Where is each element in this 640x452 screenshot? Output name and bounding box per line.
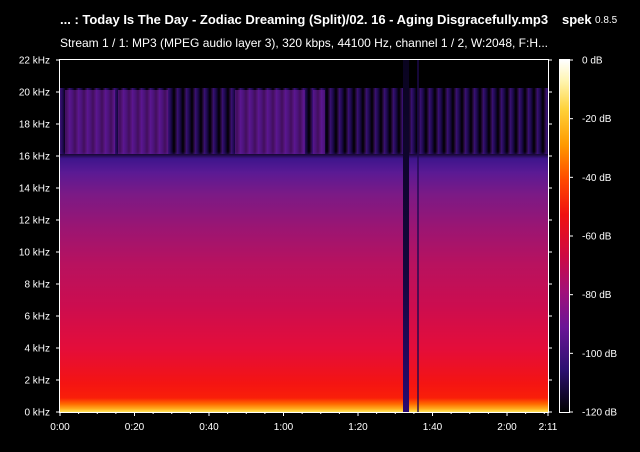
colorbar-tick-label: 0 dB: [582, 56, 603, 67]
y-tick-label: 0 kHz: [24, 408, 50, 419]
x-tick-label: 0:40: [199, 422, 219, 433]
y-tick-label: 6 kHz: [24, 312, 50, 323]
colorbar-tick-label: -60 dB: [582, 232, 612, 243]
y-tick-label: 12 kHz: [19, 216, 50, 227]
plot-frame: [59, 59, 549, 413]
spectrogram-burst-a: [65, 90, 115, 154]
spectrogram-burst-b: [118, 90, 168, 154]
x-tick-label: 0:00: [50, 422, 70, 433]
app-name: spek: [562, 12, 592, 27]
colorbar-tick-label: -120 dB: [582, 408, 617, 419]
app-version: 0.8.5: [595, 15, 618, 26]
file-title: ... : Today Is The Day - Zodiac Dreaming…: [60, 12, 549, 27]
x-tick-label: 0:20: [125, 422, 145, 433]
spectrogram-burst-c: [235, 90, 305, 154]
y-tick-label: 4 kHz: [24, 344, 50, 355]
y-tick-label: 14 kHz: [19, 184, 50, 195]
x-tick-label: 1:00: [274, 422, 294, 433]
colorbar-frame: [559, 59, 570, 413]
x-tick-label: 2:00: [497, 422, 517, 433]
spectrogram-burst-d: [313, 90, 325, 154]
spectrogram-notch: [403, 60, 409, 412]
y-tick-label: 8 kHz: [24, 280, 50, 291]
y-tick-label: 2 kHz: [24, 376, 50, 387]
x-tick-label: 1:20: [348, 422, 368, 433]
spectrogram-area: [60, 60, 548, 412]
y-tick-label: 10 kHz: [19, 248, 50, 259]
x-tick-label: 1:40: [423, 422, 443, 433]
colorbar-tick-label: -100 dB: [582, 349, 617, 360]
colorbar-tick-label: -20 dB: [582, 114, 612, 125]
stream-info: Stream 1 / 1: MP3 (MPEG audio layer 3), …: [60, 36, 549, 50]
y-tick-label: 16 kHz: [19, 152, 50, 163]
colorbar-tick-label: -80 dB: [582, 290, 612, 301]
spectrogram-streak: [417, 60, 419, 412]
y-tick-label: 20 kHz: [19, 88, 50, 99]
colorbar: [560, 60, 569, 412]
colorbar-tick-label: -40 dB: [582, 173, 612, 184]
y-tick-label: 18 kHz: [19, 120, 50, 131]
y-tick-label: 22 kHz: [19, 56, 50, 67]
x-tick-label: 2:11: [539, 422, 558, 433]
